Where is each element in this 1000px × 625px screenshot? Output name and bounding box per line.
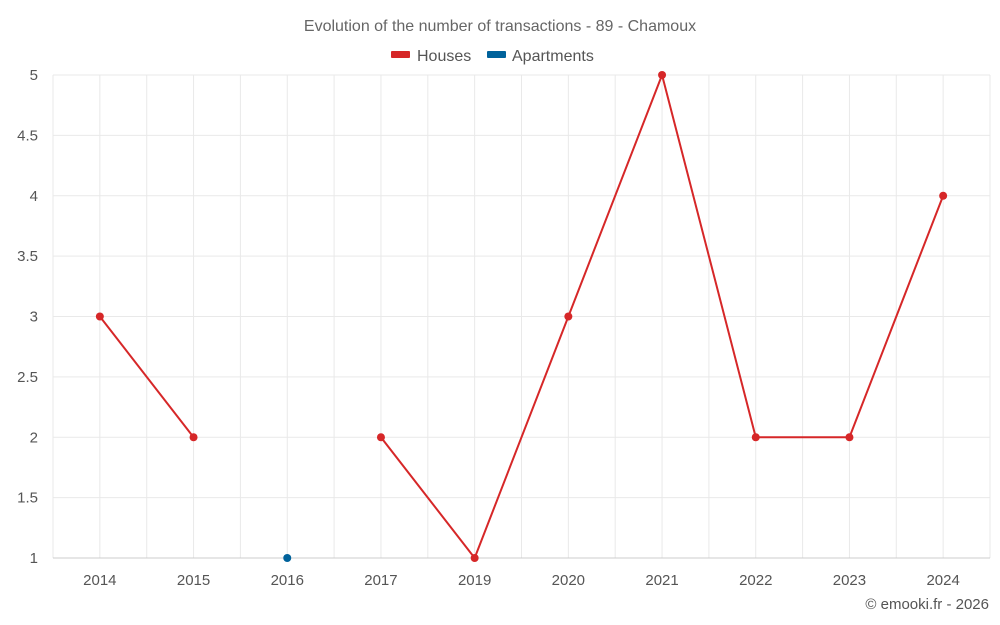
series-line-houses <box>99 315 195 438</box>
legend-swatch-houses <box>391 51 410 58</box>
legend[interactable]: Houses Apartments <box>391 48 594 65</box>
legend-item-apartments[interactable]: Apartments <box>487 48 594 65</box>
data-point-houses[interactable] <box>470 554 479 562</box>
legend-item-houses[interactable]: Houses <box>391 48 471 65</box>
y-tick-label: 3 <box>30 309 38 326</box>
y-tick-label: 1.5 <box>17 490 38 507</box>
x-tick-label: 2020 <box>552 572 585 589</box>
data-point-houses[interactable] <box>751 433 760 442</box>
data-point-apartments[interactable] <box>283 554 292 562</box>
y-tick-label: 2 <box>30 429 38 446</box>
data-point-houses[interactable] <box>376 433 385 442</box>
data-point-houses[interactable] <box>95 312 104 321</box>
y-tick-label: 3.5 <box>17 248 38 265</box>
series <box>95 71 948 562</box>
x-tick-label: 2022 <box>739 572 772 589</box>
x-tick-label: 2023 <box>833 572 866 589</box>
axes: 1 1.5 2 2.5 3 3.5 4 4.5 5 2014 2015 2016 2017 2019 202… <box>17 67 990 589</box>
x-tick-label: 2017 <box>364 572 397 589</box>
credit-text: © emooki.fr - 2026 <box>865 596 989 613</box>
data-point-houses[interactable] <box>845 433 854 442</box>
legend-swatch-apartments <box>487 51 506 58</box>
data-point-houses[interactable] <box>564 312 573 321</box>
legend-label-apartments: Apartments <box>512 48 594 65</box>
y-tick-label: 4 <box>30 188 38 205</box>
data-point-houses[interactable] <box>189 433 198 442</box>
y-tick-label: 4.5 <box>17 127 38 144</box>
x-tick-label: 2014 <box>83 572 116 589</box>
x-tick-label: 2015 <box>177 572 210 589</box>
data-point-houses[interactable] <box>658 71 667 79</box>
y-tick-label: 1 <box>30 550 38 567</box>
x-tick-label: 2024 <box>926 572 959 589</box>
x-tick-label: 2021 <box>645 572 678 589</box>
chart-title: Evolution of the number of transactions … <box>304 18 696 35</box>
grid <box>52 74 991 558</box>
legend-label-houses: Houses <box>417 48 471 65</box>
y-tick-label: 5 <box>30 67 38 84</box>
x-tick-label: 2016 <box>271 572 304 589</box>
data-point-houses[interactable] <box>939 191 948 200</box>
y-tick-label: 2.5 <box>17 369 38 386</box>
x-tick-label: 2019 <box>458 572 491 589</box>
